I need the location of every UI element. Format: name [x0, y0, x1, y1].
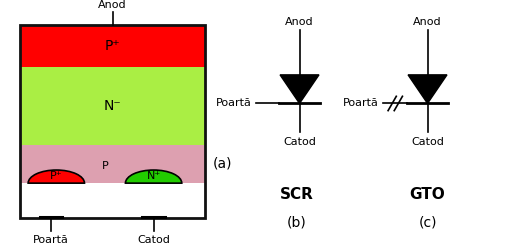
Text: P⁺: P⁺ — [50, 171, 62, 181]
Bar — [20, 25, 205, 67]
Text: N⁺: N⁺ — [146, 171, 161, 181]
Text: Anod: Anod — [413, 17, 442, 27]
Bar — [20, 67, 205, 144]
Text: Poartă: Poartă — [216, 99, 252, 108]
Wedge shape — [125, 170, 182, 183]
Text: P: P — [101, 161, 109, 171]
Text: Poartă: Poartă — [33, 235, 69, 245]
Text: (b): (b) — [287, 216, 307, 230]
Text: (c): (c) — [418, 216, 437, 230]
Polygon shape — [408, 75, 447, 103]
Text: Poartă: Poartă — [343, 99, 379, 108]
Text: SCR: SCR — [280, 186, 314, 202]
Text: Anod: Anod — [285, 17, 314, 27]
Bar — [20, 25, 205, 218]
Text: Catod: Catod — [283, 137, 316, 147]
Text: Catod: Catod — [411, 137, 444, 147]
Text: N⁻: N⁻ — [104, 99, 121, 113]
Text: (a): (a) — [212, 157, 232, 171]
Bar — [20, 144, 205, 183]
Wedge shape — [28, 170, 84, 183]
Text: P⁺: P⁺ — [105, 39, 120, 53]
Text: Catod: Catod — [137, 235, 170, 245]
Text: Anod: Anod — [98, 0, 127, 10]
Polygon shape — [280, 75, 319, 103]
Text: GTO: GTO — [410, 186, 445, 202]
